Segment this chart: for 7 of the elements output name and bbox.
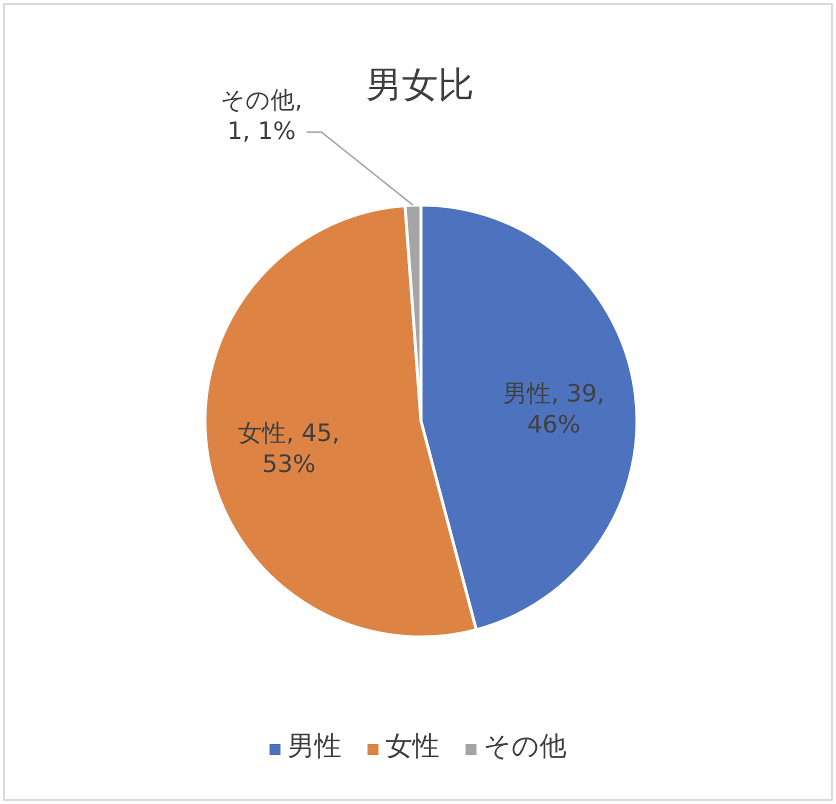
legend-label: その他 bbox=[484, 731, 566, 762]
data-label: 男性, 39, 46% bbox=[503, 379, 605, 439]
legend-label: 女性 bbox=[386, 731, 440, 762]
chart-title: 男女比 bbox=[366, 65, 474, 106]
legend-label: 男性 bbox=[288, 731, 342, 762]
data-label: 女性, 45, 53% bbox=[238, 418, 340, 478]
data-label: その他, 1, 1% bbox=[220, 86, 302, 145]
